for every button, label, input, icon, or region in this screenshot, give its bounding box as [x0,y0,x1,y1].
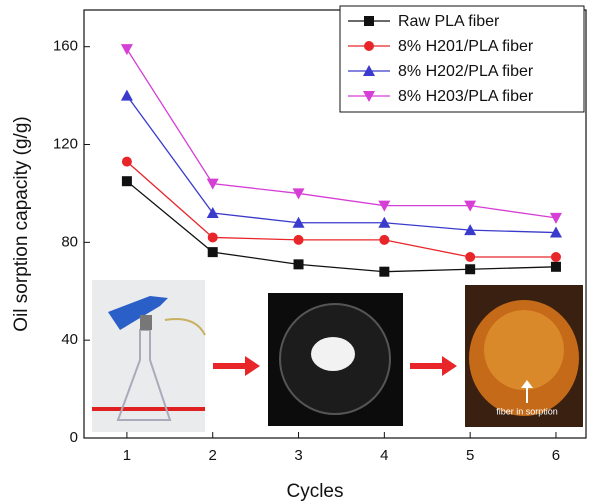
x-tick-label: 5 [466,447,474,464]
marker [551,262,561,272]
marker [550,213,562,224]
chart: fiber in sorption Cycles Oil sorption ca… [0,0,594,503]
marker [121,44,133,55]
marker [208,232,218,242]
marker [121,90,133,101]
marker [364,16,374,26]
marker [294,259,304,269]
marker [379,267,389,277]
y-axis-label: Oil sorption capacity (g/g) [11,116,32,331]
marker [208,247,218,257]
x-tick-label: 2 [209,447,217,464]
marker [122,157,132,167]
annotation: fiber in sorption [496,406,558,416]
marker [379,235,389,245]
x-axis-label: Cycles [286,481,343,502]
marker [207,207,219,218]
x-tick-label: 1 [123,447,131,464]
series-line [127,181,556,271]
y-tick-label: 0 [70,429,78,446]
marker [465,264,475,274]
x-tick-label: 3 [294,447,302,464]
legend-label: 8% H203/PLA fiber [398,88,534,105]
photo-setup [92,280,205,432]
x-tick-label: 6 [552,447,560,464]
photo-fiber [268,293,403,426]
x-tick-label: 4 [380,447,388,464]
series-line [127,96,556,233]
marker [364,41,374,51]
y-tick-label: 160 [53,38,78,55]
marker [551,252,561,262]
y-tick-label: 120 [53,135,78,152]
marker [294,235,304,245]
marker [465,252,475,262]
legend-label: 8% H202/PLA fiber [398,63,534,80]
marker [122,176,132,186]
y-tick-label: 80 [61,233,78,250]
legend-label: 8% H201/PLA fiber [398,38,534,55]
y-tick-label: 40 [61,331,78,348]
legend-label: Raw PLA fiber [398,13,500,30]
